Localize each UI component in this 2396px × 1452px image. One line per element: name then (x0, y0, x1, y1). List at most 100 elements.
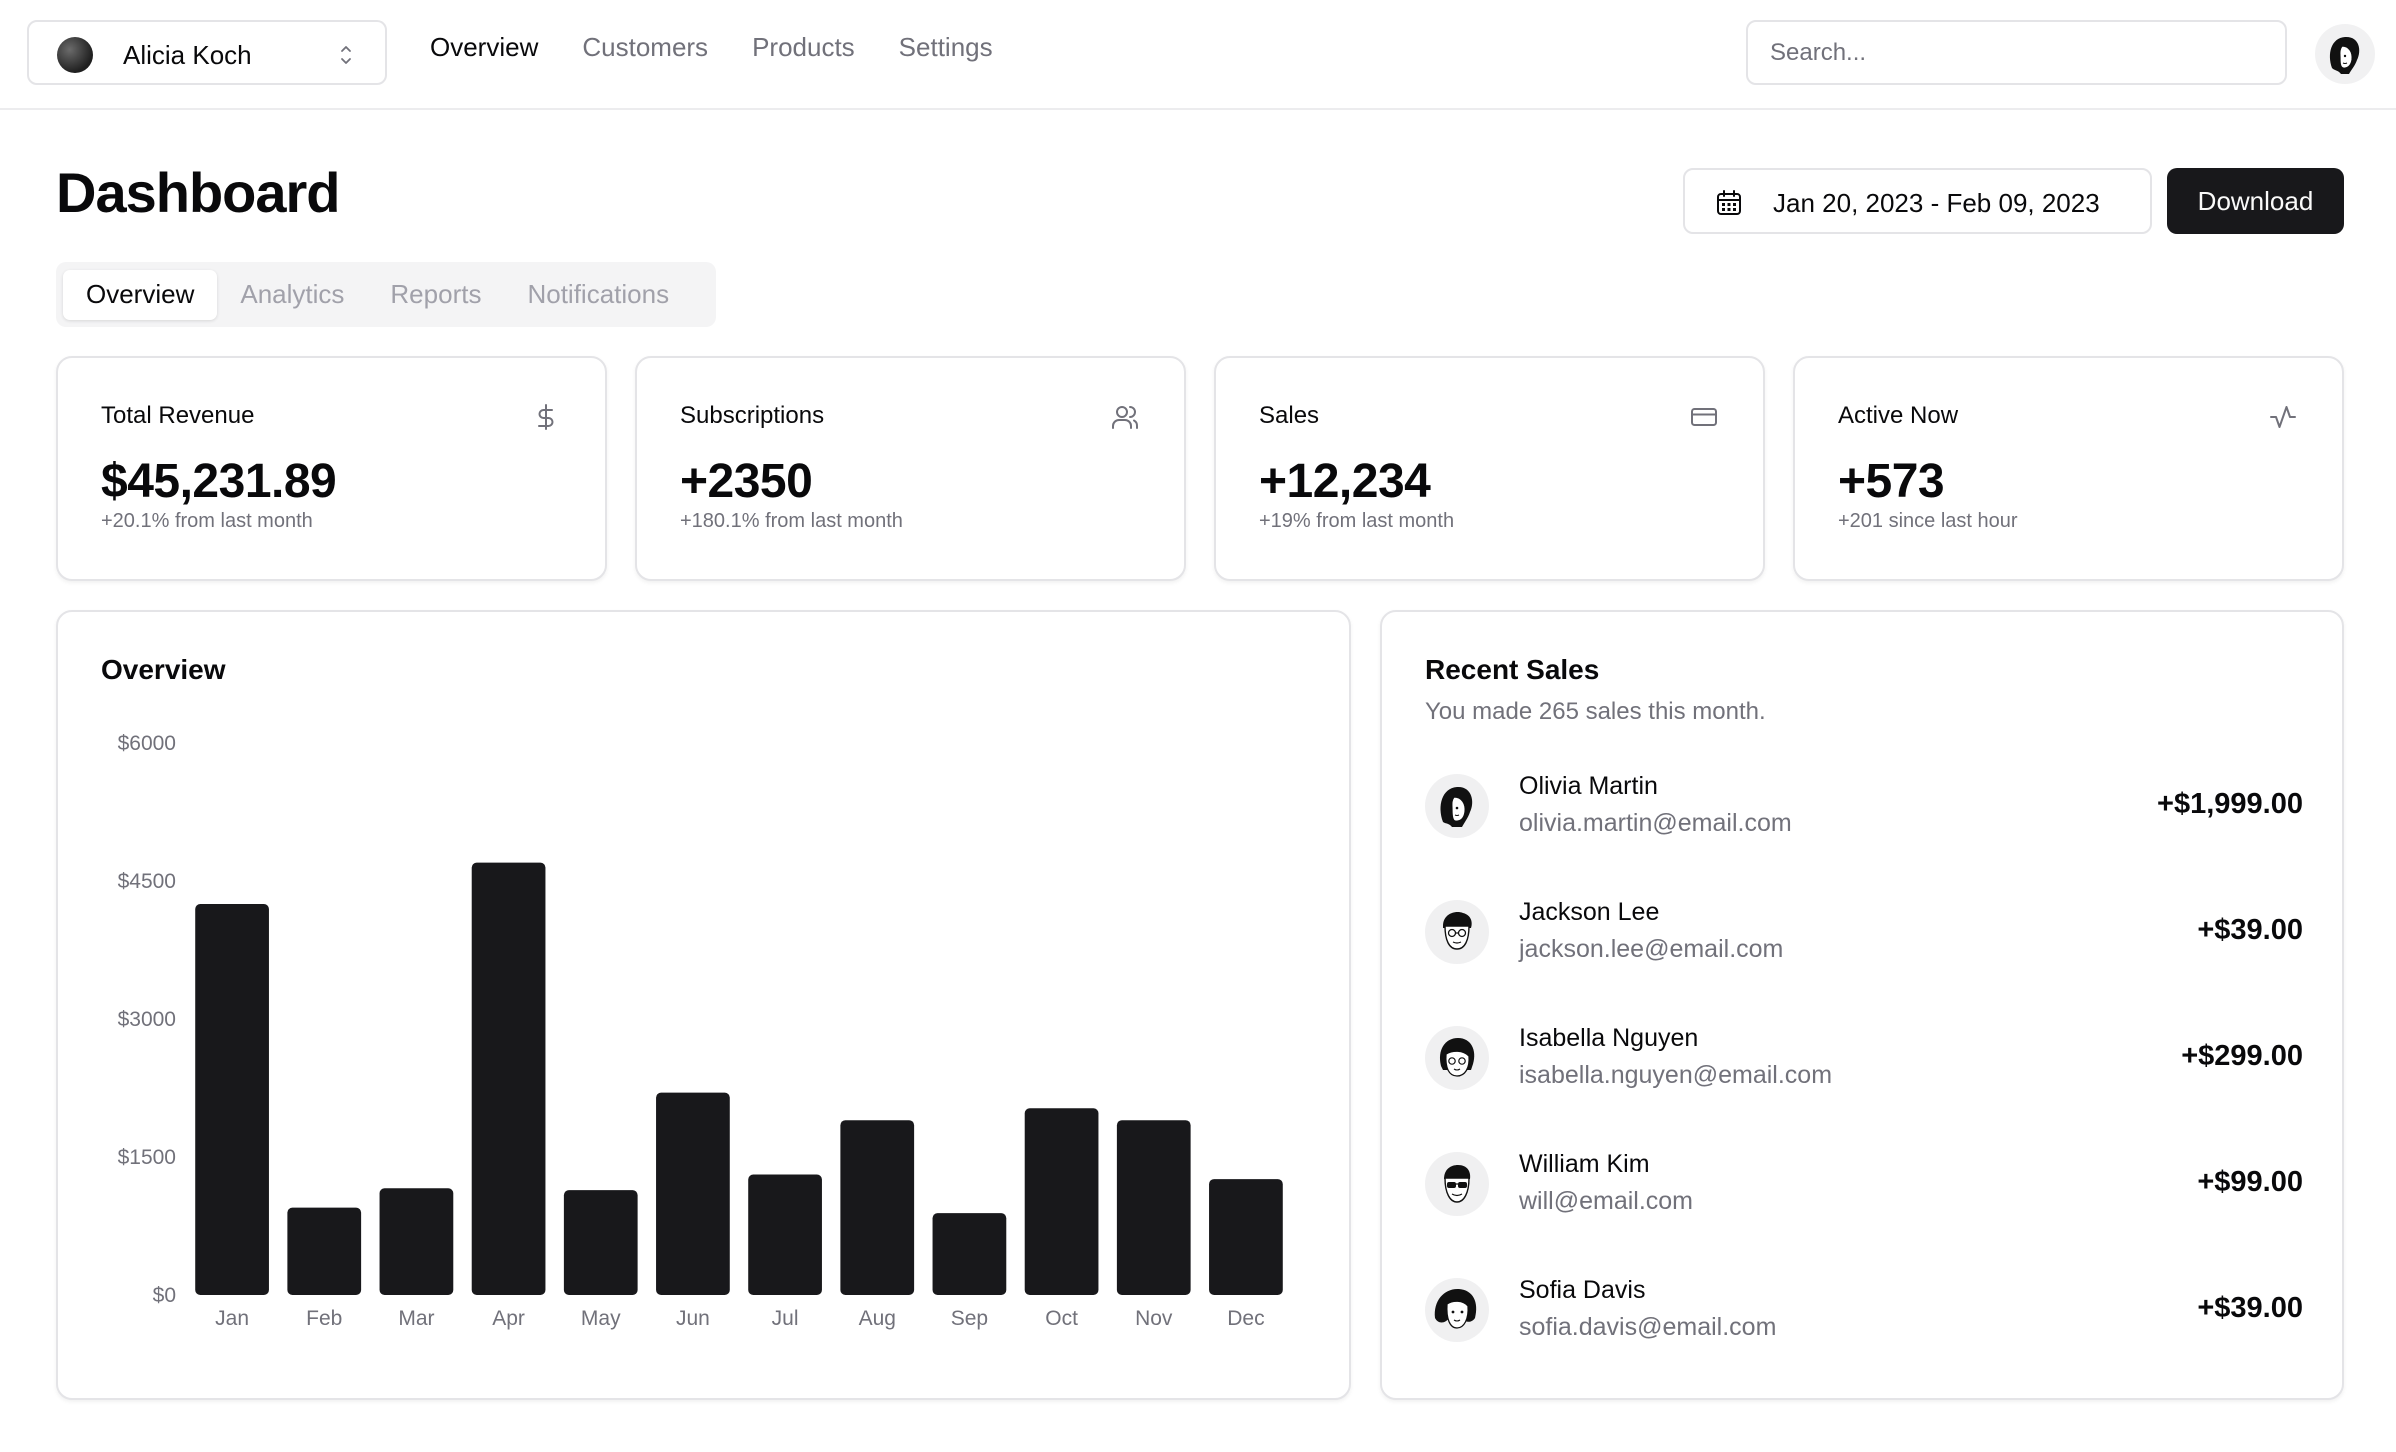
users-icon (1112, 406, 1138, 429)
avatar (1425, 1278, 1489, 1342)
customer-email: jackson.lee@email.com (1519, 935, 1784, 963)
chevrons-up-down-icon (341, 46, 351, 64)
stat-title: Subscriptions (680, 402, 825, 429)
avatar (1425, 1026, 1489, 1090)
y-tick-label: $6000 (118, 732, 176, 755)
stat-title: Active Now (1838, 402, 1959, 429)
nav-settings[interactable]: Settings (898, 32, 993, 62)
stat-card-sales: Sales +12,234 +19% from last month (1214, 356, 1765, 581)
user-avatar[interactable] (2315, 24, 2375, 84)
bar-jun (656, 1092, 730, 1295)
nav-customers[interactable]: Customers (582, 32, 709, 62)
credit-card-icon (1691, 408, 1717, 426)
sale-amount: +$99.00 (2197, 1166, 2303, 1198)
x-tick-label: Jan (215, 1307, 249, 1330)
bar-feb (287, 1207, 362, 1295)
date-range-picker[interactable]: Jan 20, 2023 - Feb 09, 2023 (1683, 168, 2152, 234)
x-tick-label: Mar (398, 1307, 434, 1330)
tab-overview[interactable]: Overview (63, 269, 218, 320)
dashboard-tabs: Overview Analytics Reports Notifications (56, 262, 716, 327)
stat-title: Sales (1259, 402, 1320, 429)
customer-name: Jackson Lee (1519, 898, 1660, 926)
x-tick-label: Sep (951, 1307, 988, 1330)
recent-sales-title: Recent Sales (1425, 654, 1600, 685)
team-name: Alicia Koch (123, 40, 252, 70)
stat-title: Total Revenue (101, 402, 255, 429)
stat-change: +19% from last month (1259, 510, 1455, 532)
avatar (1425, 1152, 1489, 1216)
customer-name: Olivia Martin (1519, 772, 1658, 800)
bar-oct (1024, 1108, 1099, 1295)
stat-value: +573 (1838, 455, 1945, 508)
x-tick-label: Jul (772, 1307, 799, 1330)
stat-value: +2350 (680, 455, 813, 508)
bar-aug (840, 1120, 915, 1295)
y-tick-label: $0 (153, 1284, 176, 1307)
customer-name: Isabella Nguyen (1519, 1024, 1699, 1052)
avatar (1425, 774, 1489, 838)
search-input[interactable] (1746, 20, 2287, 85)
tab-analytics[interactable]: Analytics (240, 279, 345, 309)
recent-sales-subtitle: You made 265 sales this month. (1425, 698, 1766, 725)
x-tick-label: Feb (306, 1307, 342, 1330)
dollar-icon (538, 404, 554, 430)
sale-amount: +$299.00 (2181, 1040, 2303, 1072)
avatar-illustration (1444, 1165, 1471, 1203)
tab-reports[interactable]: Reports (390, 279, 482, 309)
bar-jan (195, 904, 269, 1295)
avatar-illustration (1434, 1288, 1477, 1329)
avatar-illustration (1443, 912, 1472, 950)
x-tick-label: Nov (1135, 1307, 1173, 1330)
tab-notifications[interactable]: Notifications (527, 279, 670, 309)
overview-card: Overview $0 $1500 $3000 $4500 $6000 Jan Feb Mar… (56, 610, 1351, 1400)
user-avatar-illustration (2329, 36, 2360, 74)
stat-value: +12,234 (1259, 455, 1431, 508)
download-button[interactable]: Download (2167, 168, 2344, 234)
avatar-illustration (1440, 786, 1473, 827)
customer-email: sofia.davis@email.com (1519, 1313, 1777, 1341)
sale-row: William Kim will@email.com +$99.00 (1425, 1150, 2303, 1220)
sale-row: Olivia Martin olivia.martin@email.com +$… (1425, 772, 2303, 842)
recent-sales-card: Recent Sales You made 265 sales this mon… (1380, 610, 2344, 1400)
nav-products[interactable]: Products (752, 32, 855, 62)
team-avatar (57, 37, 93, 73)
stat-value: $45,231.89 (101, 455, 337, 508)
bar-may (563, 1190, 638, 1295)
activity-icon (2270, 406, 2296, 428)
avatar (1425, 900, 1489, 964)
sale-row: Sofia Davis sofia.davis@email.com +$39.0… (1425, 1276, 2303, 1346)
bar-apr (471, 862, 546, 1295)
stat-card-active-now: Active Now +573 +201 since last hour (1793, 356, 2344, 581)
x-tick-label: Aug (859, 1307, 896, 1330)
customer-name: Sofia Davis (1519, 1276, 1646, 1304)
top-bar: Alicia Koch Overview Customers Products … (0, 0, 2396, 110)
overview-bar-chart: $0 $1500 $3000 $4500 $6000 Jan Feb Mar Apr May Jun… (118, 732, 1283, 1330)
sale-amount: +$39.00 (2197, 1292, 2303, 1324)
stat-card-subscriptions: Subscriptions +2350 +180.1% from last mo… (635, 356, 1186, 581)
team-switcher[interactable]: Alicia Koch (27, 20, 387, 85)
customer-email: will@email.com (1519, 1187, 1694, 1215)
avatar-illustration (1439, 1038, 1475, 1077)
x-tick-label: Oct (1045, 1307, 1078, 1330)
y-tick-label: $1500 (118, 1146, 176, 1169)
sale-row: Jackson Lee jackson.lee@email.com +$39.0… (1425, 898, 2303, 968)
x-tick-label: May (581, 1307, 621, 1330)
x-tick-label: Apr (492, 1307, 525, 1330)
customer-email: isabella.nguyen@email.com (1519, 1061, 1833, 1089)
customer-email: olivia.martin@email.com (1519, 809, 1792, 837)
bar-mar (379, 1188, 454, 1295)
stat-change: +180.1% from last month (680, 510, 903, 532)
sale-row: Isabella Nguyen isabella.nguyen@email.co… (1425, 1024, 2303, 1094)
nav-overview[interactable]: Overview (430, 32, 539, 62)
x-tick-label: Jun (676, 1307, 710, 1330)
customer-name: William Kim (1519, 1150, 1650, 1178)
stat-change: +201 since last hour (1838, 510, 2018, 532)
sale-amount: +$1,999.00 (2157, 788, 2303, 820)
page-title: Dashboard (56, 161, 340, 224)
bar-dec (1209, 1179, 1283, 1295)
bar-sep (932, 1213, 1007, 1295)
overview-title: Overview (101, 654, 226, 685)
calendar-icon (1717, 190, 1741, 215)
bar-nov (1116, 1120, 1191, 1295)
date-range-text: Jan 20, 2023 - Feb 09, 2023 (1773, 188, 2100, 218)
